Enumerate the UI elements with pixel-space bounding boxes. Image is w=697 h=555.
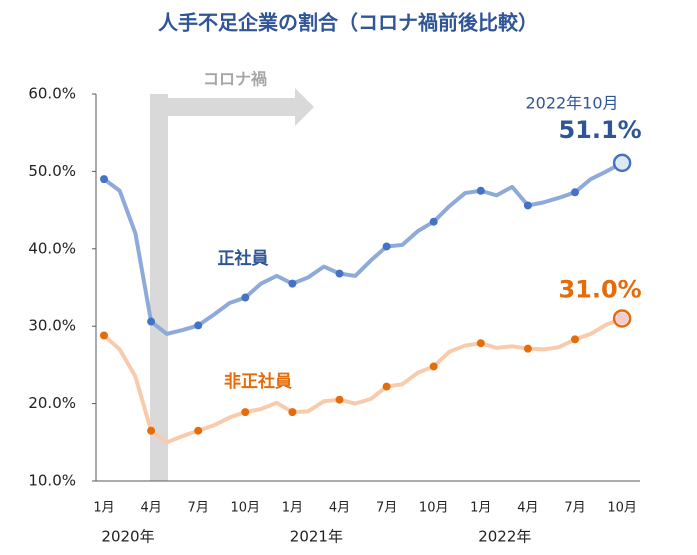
- x-tick-label: 10月: [419, 501, 449, 516]
- point: [335, 269, 344, 278]
- point: [335, 395, 344, 404]
- point: [100, 175, 108, 184]
- x-tick-label: 7月: [376, 501, 397, 516]
- point: [476, 339, 485, 348]
- series-label: 非正社員: [224, 371, 292, 392]
- point: [476, 186, 485, 195]
- x-tick-label: 4月: [517, 501, 538, 516]
- point: [194, 426, 203, 435]
- covid-arrow-head: [295, 88, 314, 126]
- point: [288, 279, 297, 288]
- x-tick-label: 7月: [564, 501, 585, 516]
- point: [523, 201, 532, 210]
- year-label: 2020年: [101, 528, 154, 546]
- y-tick-label: 30.0%: [28, 317, 76, 335]
- year-label: 2022年: [478, 528, 531, 546]
- x-tick-label: 4月: [140, 501, 161, 516]
- point: [571, 335, 579, 344]
- value-label: 31.0%: [558, 275, 641, 303]
- x-tick-label: 10月: [231, 501, 261, 516]
- y-tick-label: 40.0%: [28, 239, 76, 257]
- chart-title: 人手不足企業の割合（コロナ禍前後比較）: [158, 11, 538, 35]
- point: [147, 317, 156, 326]
- point: [194, 321, 203, 330]
- point: [100, 331, 108, 340]
- covid-arrow-body: [168, 98, 296, 116]
- series-line: [102, 316, 623, 445]
- point: [523, 344, 532, 353]
- y-tick-label: 10.0%: [28, 472, 76, 490]
- covid-label: コロナ禍: [203, 70, 267, 89]
- point: [429, 217, 438, 226]
- end-label: 2022年10月: [525, 94, 618, 113]
- x-tick-label: 10月: [607, 501, 637, 516]
- point: [288, 408, 297, 417]
- y-tick-label: 20.0%: [28, 394, 76, 412]
- point: [382, 242, 391, 251]
- y-tick-label: 60.0%: [28, 85, 76, 103]
- year-label: 2021年: [290, 528, 343, 546]
- x-tick-label: 4月: [329, 501, 350, 516]
- point: [429, 362, 438, 371]
- point: [241, 293, 250, 302]
- point-inner: [616, 312, 629, 325]
- x-tick-label: 7月: [188, 501, 209, 516]
- covid-band: コロナ禍: [150, 70, 314, 481]
- point: [147, 426, 156, 435]
- point: [382, 382, 391, 391]
- x-tick-label: 1月: [282, 501, 303, 516]
- point: [571, 188, 579, 197]
- value-label: 51.1%: [558, 116, 641, 144]
- covid-shade: [150, 94, 168, 481]
- series-line: [102, 161, 624, 336]
- x-tick-label: 1月: [470, 501, 491, 516]
- point-inner: [616, 156, 629, 169]
- point: [241, 408, 250, 417]
- series-label: 正社員: [218, 248, 269, 269]
- y-tick-label: 50.0%: [28, 162, 76, 180]
- x-tick-label: 1月: [93, 501, 114, 516]
